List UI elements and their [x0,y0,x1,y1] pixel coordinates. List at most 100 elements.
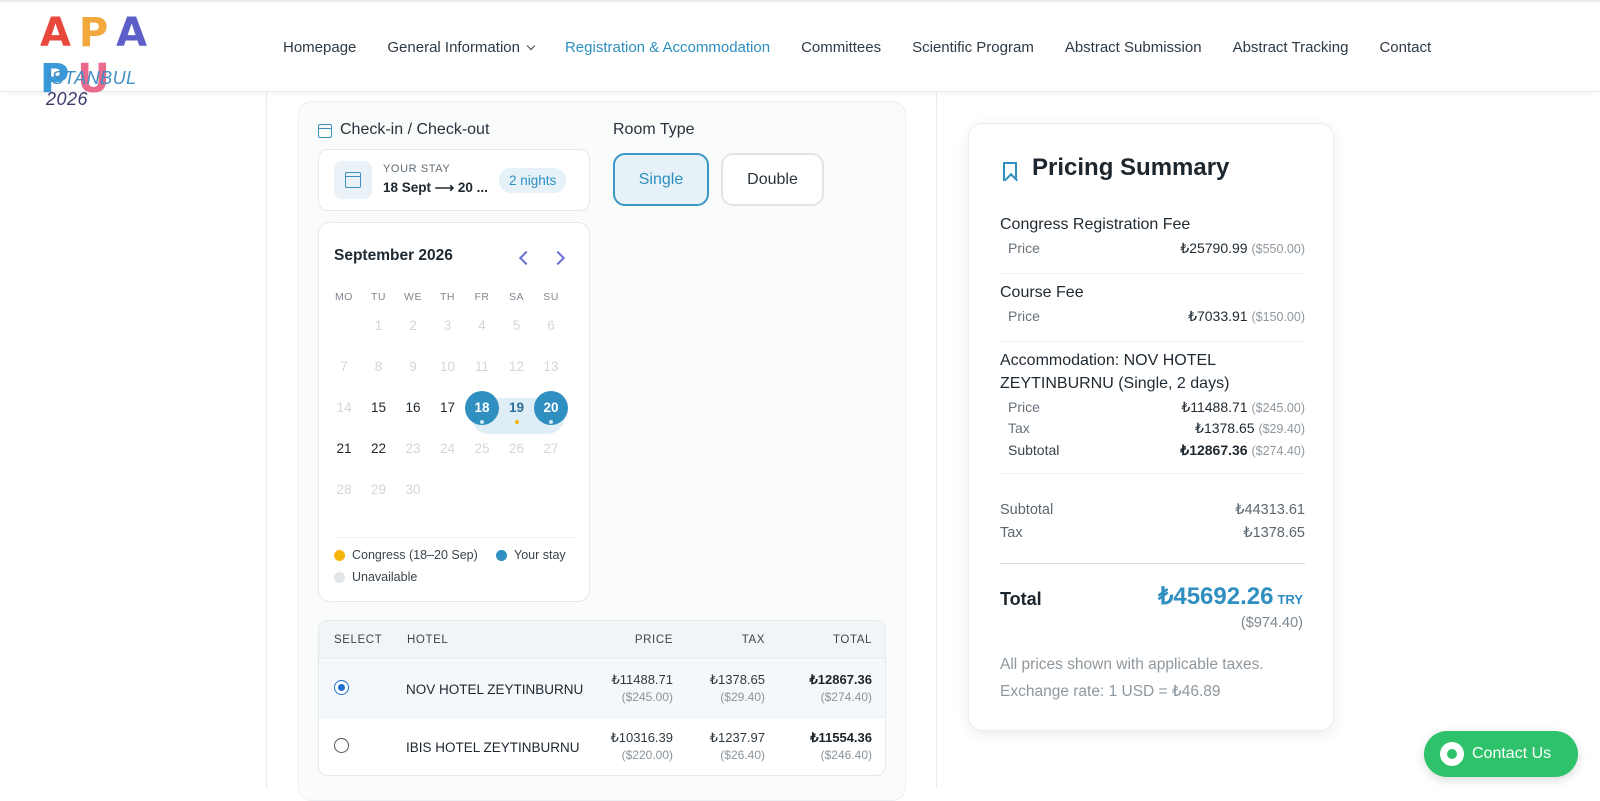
amount-usd: ($150.00) [1251,310,1305,324]
course-fee-label: Course Fee [1000,284,1084,301]
divider [1000,341,1305,342]
site-logo[interactable]: A P A P U ISTANBUL 2026 [40,10,176,109]
hotel-total: ₺12867.36 ($274.40) [810,672,873,704]
calendar-day: 23 [405,441,421,456]
calendar-icon [318,124,332,138]
nav-contact[interactable]: Contact [1379,39,1432,56]
total-value: ₺45692.26 TRY [1158,582,1303,611]
amount-usd: ($245.00) [1251,401,1305,415]
hotel-tax: ₺1237.97 ($26.40) [710,730,765,762]
weekday-label: TH [440,291,455,303]
calendar-day: 30 [405,482,421,497]
total-amount: ₺45692.26 [1158,583,1274,610]
calendar-day: 9 [409,359,417,374]
logo-letter: A [116,10,147,56]
row-value: ₺7033.91 ($150.00) [1188,308,1305,325]
room-double-button[interactable]: Double [721,153,824,206]
nav-scientific-program[interactable]: Scientific Program [912,39,1034,56]
total-label: Total [1000,589,1042,609]
registration-fee-label: Congress Registration Fee [1000,216,1191,233]
divider [334,537,576,538]
calendar-day: 5 [512,318,521,333]
calendar-day: 1 [374,318,383,333]
weekday-label: TU [371,291,386,303]
nav-abstract-submission[interactable]: Abstract Submission [1064,39,1202,56]
amount-try: ₺25790.99 [1180,240,1248,256]
stay-kicker: YOUR STAY [383,163,451,175]
divider [1000,273,1305,274]
nav-abstract-tracking[interactable]: Abstract Tracking [1232,39,1349,56]
table-row[interactable]: IBIS HOTEL ZEYTINBURNU ₺10316.39 ($220.00… [319,718,885,775]
calendar-day: 6 [547,318,555,333]
calendar-day[interactable]: 17 [439,400,456,415]
calendar-day: 3 [443,318,452,333]
room-type-label: Room Type [613,121,695,138]
row-label: Price [1008,308,1040,324]
stay-summary[interactable]: YOUR STAY 18 Sept ⟶ 20 ... 2 nights [318,149,590,211]
nav-registration-accommodation[interactable]: Registration & Accommodation [564,39,771,56]
legend-dot [334,549,345,561]
logo-city: ISTANBUL [46,68,137,88]
row-label: Tax [1000,525,1023,541]
total-usd: ($246.40) [820,748,872,762]
calendar-day[interactable]: 15 [370,400,387,415]
col-price: PRICE [634,634,673,646]
contact-us-label: Contact Us [1472,745,1552,762]
column-divider [936,92,937,788]
calendar-day[interactable]: 20 [534,391,568,425]
nav-homepage[interactable]: Homepage [283,39,357,56]
hotel-tax: ₺1378.65 ($29.40) [710,672,765,704]
price-try: ₺10316.39 [610,730,674,745]
col-hotel: HOTEL [407,634,449,646]
site-header: A P A P U ISTANBUL 2026 Homepage General… [0,0,1600,109]
main-nav: Homepage General Information Registratio… [283,39,1462,56]
chevron-left-icon[interactable] [518,250,534,266]
calendar-day: 27 [543,441,559,456]
amount-usd: ($29.40) [1258,422,1305,436]
accommodation-tax-row: Tax ₺1378.65 ($29.40) [1008,420,1305,436]
nav-general-information[interactable]: General Information [387,39,536,56]
checkin-label: Check-in / Check-out [340,121,490,138]
logo-year: 2026 [46,89,89,109]
row-label: Subtotal [1008,442,1060,458]
nav-label: General Information [387,39,520,56]
calendar-day: 28 [336,482,352,497]
hotel-name: NOV HOTEL ZEYTINBURNU [406,682,584,697]
calendar-day[interactable]: 18 [465,391,499,425]
nav-committees[interactable]: Committees [801,39,882,56]
hotel-price: ₺10316.39 ($220.00) [611,730,674,762]
calendar-day[interactable]: 16 [405,400,421,415]
calendar-day[interactable]: 21 [336,441,352,456]
tax-note: All prices shown with applicable taxes. [1000,656,1264,673]
hotel-name: IBIS HOTEL ZEYTINBURNU [406,740,580,755]
room-single-button[interactable]: Single [613,153,709,206]
calendar-day: 13 [543,359,559,374]
calendar-day: 29 [370,482,387,497]
price-try: ₺11488.71 [611,672,673,687]
row-value: ₺12867.36 ($274.40) [1180,442,1305,459]
logo-letter: U [77,56,110,102]
col-total: TOTAL [833,634,872,646]
legend-stay: Your stay [496,548,566,562]
weekday-label: SA [508,291,524,303]
tax-row: Tax ₺1378.65 [1000,525,1305,541]
row-value: ₺1378.65 ($29.40) [1195,420,1305,437]
col-tax: TAX [741,634,765,646]
total-try: ₺12867.36 [809,672,873,687]
tax-usd: ($29.40) [720,690,765,704]
hotel-table: SELECT HOTEL PRICE TAX TOTAL NOV HOTEL Z… [318,620,886,776]
calendar-day[interactable]: 19 [500,391,534,425]
day-marker [549,420,553,424]
total-usd: ($274.40) [820,690,872,704]
hotel-radio[interactable] [334,680,349,695]
table-row[interactable]: NOV HOTEL ZEYTINBURNU ₺11488.71 ($245.00)… [319,660,885,718]
tax-usd: ($26.40) [720,748,765,762]
chevron-right-icon[interactable] [550,250,566,266]
bookmark-icon [1003,162,1017,181]
contact-us-button[interactable]: Contact Us [1424,731,1578,777]
logo-letter: P [40,56,69,102]
calendar-month: September 2026 [334,247,453,264]
hotel-radio[interactable] [334,738,349,753]
calendar-day[interactable]: 22 [370,441,387,456]
calendar-day: 24 [439,441,456,456]
